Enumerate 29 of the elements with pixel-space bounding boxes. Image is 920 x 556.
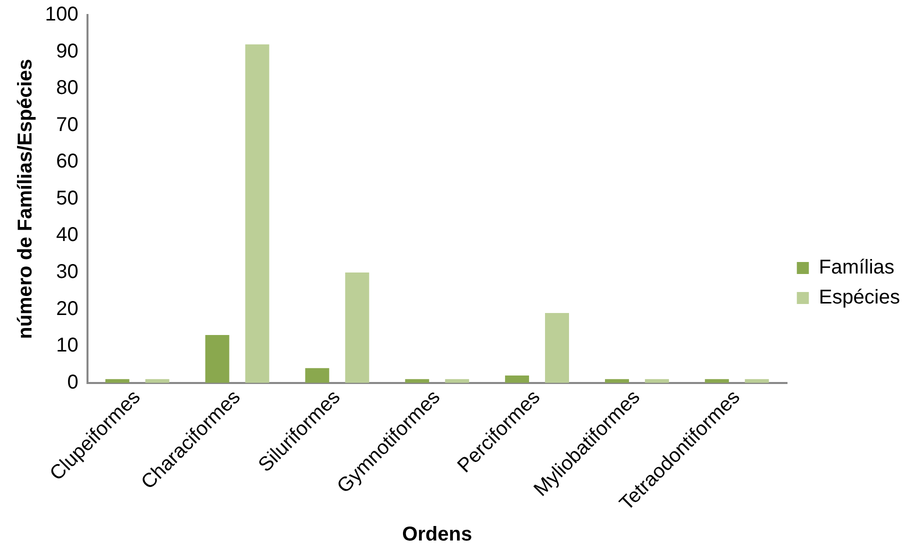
bar [545,312,570,383]
y-tick-label: 80 [56,77,78,100]
bar [445,379,470,383]
bar [704,379,729,383]
bar [345,272,370,383]
bar [604,379,629,383]
bar [744,379,769,383]
bar [205,335,230,383]
y-tick-label: 20 [56,298,78,320]
y-tick-label: 40 [56,224,78,246]
y-tick-label: 70 [56,114,78,136]
y-tick-label: 90 [56,40,78,62]
bar [644,379,669,383]
bar [105,379,130,383]
bar [145,379,170,383]
bar [305,368,330,383]
y-tick-label: 100 [44,4,78,26]
bar [245,44,270,383]
y-tick-label: 10 [56,334,78,357]
y-tick-label: 60 [56,150,78,173]
x-axis-title: Ordens [402,524,472,546]
y-axis-title: número de Famílias/Espécies [14,58,37,339]
bar [505,375,530,383]
legend-label: Famílias [818,256,894,279]
y-tick-label: 30 [56,261,78,283]
y-tick-label: 0 [67,371,78,394]
legend-label: Espécies [818,286,900,309]
y-tick-label: 50 [56,187,78,210]
bar [405,379,430,383]
